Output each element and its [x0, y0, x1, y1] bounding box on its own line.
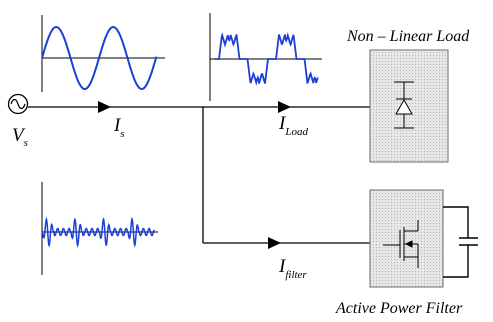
- capacitor-icon: [443, 206, 478, 278]
- source-current-waveform-plot: [41, 15, 165, 92]
- filter-current-subscript: filter: [285, 269, 307, 281]
- source-current-symbol: I: [113, 115, 122, 136]
- load-current-arrow: [278, 101, 291, 113]
- source-voltage-symbol: V: [12, 125, 26, 146]
- load-current-label: ILoad: [278, 113, 308, 138]
- mosfet-icon: [383, 220, 419, 268]
- filter-current-label: Ifilter: [278, 256, 307, 281]
- filter-title: Active Power Filter: [335, 300, 463, 317]
- source-current-arrow: [98, 101, 111, 113]
- load-current-subscript: Load: [284, 126, 308, 138]
- load-current-symbol: I: [278, 113, 287, 134]
- load-current-waveform-plot: [209, 13, 322, 101]
- nonlinear-load-block: [369, 49, 449, 163]
- filter-current-arrow: [268, 237, 281, 249]
- filter-current-symbol: I: [278, 256, 287, 277]
- wiring: [28, 106, 370, 244]
- source-current-subscript: s: [120, 128, 124, 140]
- source-voltage-label: Vs: [12, 125, 28, 149]
- compensating-filter-current-trace: [41, 216, 155, 248]
- source-current-label: Is: [113, 115, 125, 140]
- active-power-filter-block: [369, 189, 444, 288]
- load-title: Non – Linear Load: [346, 28, 470, 45]
- filter-current-waveform-plot: [41, 182, 158, 275]
- sinusoidal-source-current-trace: [41, 25, 158, 91]
- ac-source-icon: [7, 93, 29, 115]
- distorted-load-current-trace: [215, 32, 319, 86]
- source-voltage-subscript: s: [24, 137, 28, 149]
- diode-icon: [394, 81, 414, 129]
